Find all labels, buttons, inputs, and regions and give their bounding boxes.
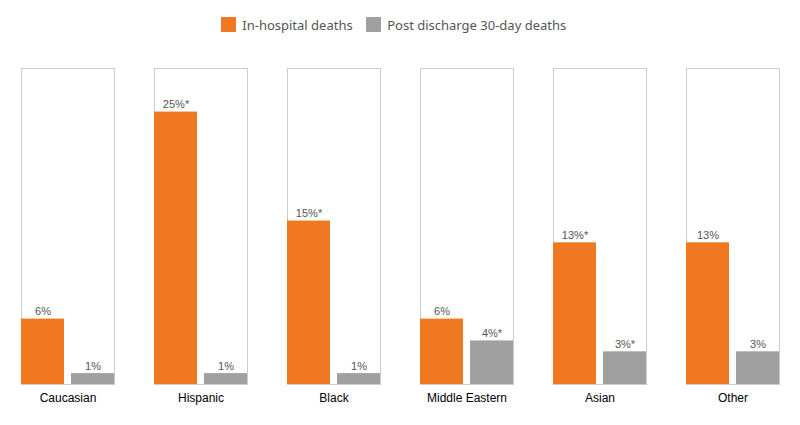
svg-text:1%: 1% (85, 359, 101, 371)
svg-text:13%: 13% (697, 228, 719, 240)
svg-text:3%: 3% (750, 337, 766, 349)
svg-text:1%: 1% (218, 359, 234, 371)
html-text:Post discharge 30-day deaths: Post discharge 30-day deaths (387, 15, 567, 34)
svg-text:3%*: 3%* (615, 337, 636, 349)
svg-text:Middle Eastern: Middle Eastern (427, 391, 507, 405)
svg-text:Other: Other (718, 391, 748, 405)
svg-text:Hispanic: Hispanic (178, 391, 224, 405)
svg-text:15%*: 15%* (296, 207, 323, 219)
svg-text:6%: 6% (35, 305, 51, 317)
svg-text:6%: 6% (434, 305, 450, 317)
svg-text:13%*: 13%* (562, 228, 589, 240)
svg-text:25%*: 25%* (163, 98, 190, 110)
svg-text:1%: 1% (351, 359, 367, 371)
html-text:In-hospital deaths: In-hospital deaths (242, 15, 353, 34)
svg-text:Black: Black (319, 391, 349, 405)
svg-text:Caucasian: Caucasian (40, 391, 97, 405)
svg-text:Asian: Asian (585, 391, 615, 405)
svg-text:4%*: 4%* (482, 326, 503, 338)
